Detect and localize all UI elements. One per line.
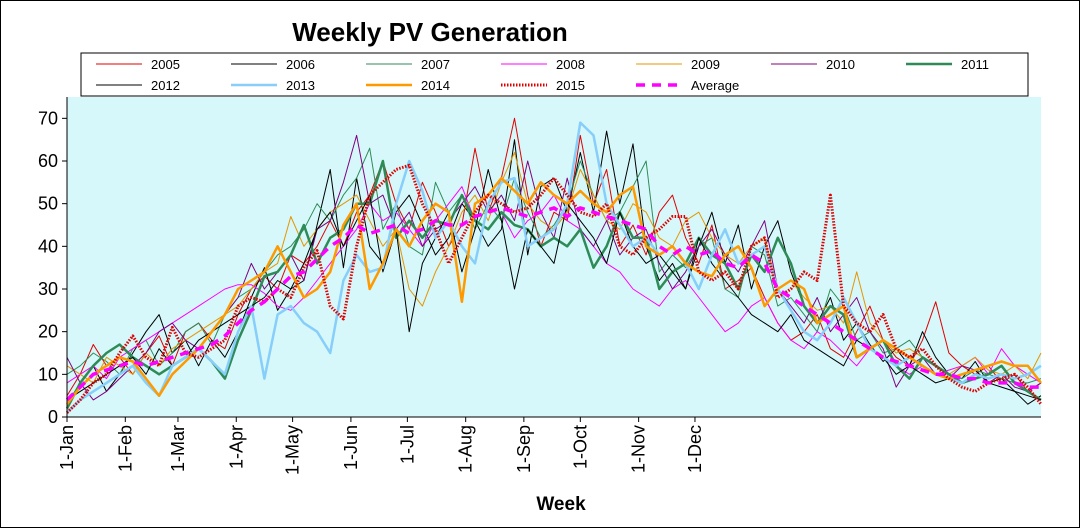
- legend-label-2011: 2011: [961, 57, 989, 72]
- legend-label-2007: 2007: [421, 57, 450, 72]
- legend-label-2012: 2012: [151, 78, 180, 93]
- axes: 0 10 20 30 40 50 60 70 1-Jan 1-Feb 1-Mar 1-Apr 1-May…: [38, 97, 1041, 475]
- y-tick-label: 20: [38, 322, 58, 342]
- legend-label-2015: 2015: [556, 78, 585, 93]
- y-tick-label: 60: [38, 151, 58, 171]
- x-tick-label: 1-May: [283, 425, 303, 475]
- x-tick-label: 1-Sep: [514, 425, 534, 473]
- legend-label-2005: 2005: [151, 57, 180, 72]
- x-tick-label: 1-Dec: [685, 425, 705, 473]
- y-tick-label: 40: [38, 236, 58, 256]
- y-tick-label: 0: [48, 407, 58, 427]
- chart-title: Weekly PV Generation: [292, 17, 568, 47]
- legend-label-2010: 2010: [826, 57, 855, 72]
- series-line-2005: [66, 117, 1042, 396]
- legend-items: 2005 2006 2007 2008 2009 2010 2011 2012 2013 2014…: [96, 57, 989, 93]
- legend-label-average: Average: [691, 78, 739, 93]
- x-tick-label: 1-Jun: [341, 425, 361, 470]
- legend-label-2013: 2013: [286, 78, 315, 93]
- y-tick-label: 30: [38, 279, 58, 299]
- y-tick-label: 10: [38, 364, 58, 384]
- legend-label-2014: 2014: [421, 78, 450, 93]
- series-layer: [65, 117, 1043, 414]
- series-line-2014: [66, 176, 1042, 405]
- x-tick-label: 1-Jul: [397, 425, 417, 464]
- series-line-average: [65, 206, 1041, 402]
- x-tick-label: 1-Mar: [168, 425, 188, 472]
- x-tick-label: 1-Feb: [115, 425, 135, 472]
- x-axis-label: Week: [536, 494, 586, 515]
- x-tick-label: 1-Jan: [57, 425, 77, 470]
- y-tick-label: 70: [38, 108, 58, 128]
- y-tick-label: 50: [38, 194, 58, 214]
- x-tick-label: 1-Nov: [629, 425, 649, 473]
- x-tick-label: 1-Oct: [570, 425, 590, 469]
- legend-label-2009: 2009: [691, 57, 720, 72]
- legend-label-2006: 2006: [286, 57, 315, 72]
- x-tick-label: 1-Aug: [456, 425, 476, 473]
- x-tick-label: 1-Apr: [226, 425, 246, 469]
- legend-label-2008: 2008: [556, 57, 585, 72]
- plot-area: [67, 97, 1041, 417]
- legend: [80, 52, 1029, 97]
